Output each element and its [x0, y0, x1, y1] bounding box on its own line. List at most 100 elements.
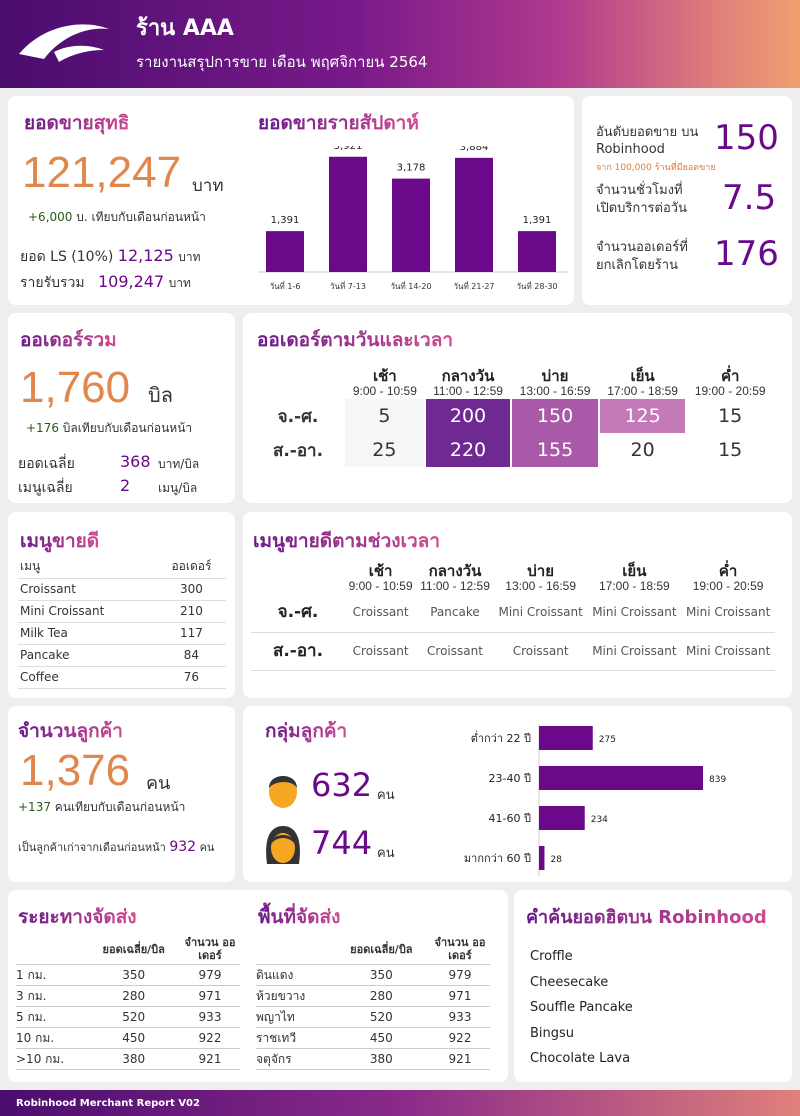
period-time: 11:00 - 12:59 [433, 384, 503, 398]
menu-by-time-card: เมนูขายดีตามช่วงเวลา เช้า 9:00 - 10:59 กลา… [243, 512, 792, 698]
menu-name: Croissant [18, 578, 157, 601]
search-term: Croffle [530, 949, 573, 964]
menu-avg-value: 2 [120, 476, 131, 495]
orders-cell: 933 [180, 1006, 240, 1028]
search-term: Bingsu [530, 1025, 575, 1041]
col-menu: เมนู [18, 556, 157, 579]
table-row: 3 กม. 280 971 [16, 985, 240, 1007]
shop-name: ร้าน AAA [136, 16, 234, 41]
age-bar [539, 846, 545, 870]
best-menu-title: เมนูขายดี [20, 526, 99, 556]
cancel-value: 176 [714, 234, 779, 274]
avg-value: 368 [120, 452, 151, 471]
customers-card: จำนวนลูกค้า 1,376 คน +137 คนเทียบกับเดือ… [8, 706, 235, 882]
menu-cell: Croissant [345, 594, 417, 633]
menu-name: Pancake [18, 644, 157, 667]
menu-cell: Croissant [416, 632, 494, 671]
heatmap-cell: 200 [424, 399, 513, 433]
row-label: ส.-อา. [251, 632, 345, 671]
avg-cell: 350 [332, 964, 430, 986]
age-value-label: 234 [591, 815, 608, 825]
period-header: ค่ำ 19:00 - 20:59 [681, 564, 775, 594]
period-time: 17:00 - 18:59 [599, 579, 670, 593]
bird-logo-icon [19, 24, 109, 62]
orders-cell: 979 [430, 964, 490, 986]
orders-unit: บิล [148, 383, 173, 407]
weekly-bar [329, 156, 367, 272]
best-menu-card: เมนูขายดี เมนู ออเดอร์ Croissant 300 Mini C… [8, 512, 235, 698]
orders-value: 1,760 [20, 363, 131, 412]
age-bar [539, 726, 593, 750]
customers-change-text: คนเทียบกับเดือนก่อนหน้า [54, 800, 186, 814]
table-row: ห้วยขวาง 280 971 [256, 985, 490, 1007]
x-tick-label: วันที่ 7-13 [330, 280, 366, 291]
female-unit: คน [377, 846, 395, 861]
avg-cell: 380 [87, 1048, 180, 1070]
avg-cell: 380 [332, 1048, 430, 1070]
income-value: 109,247 [97, 272, 165, 291]
menu-orders: 117 [156, 622, 226, 645]
table-row: Pancake 84 [18, 644, 226, 667]
heatmap-cell: 220 [424, 433, 513, 467]
row-label: 1 กม. [16, 964, 88, 986]
female-avatar-icon [266, 826, 300, 864]
net-sales-change: +6,000 [28, 210, 73, 224]
age-value-label: 275 [599, 735, 616, 745]
row-label: ห้วยขวาง [256, 985, 333, 1007]
period-name: กลางวัน [441, 367, 495, 385]
stats-card: อันดับยอดขาย บน Robinhood 150 จาก 100,00… [582, 96, 792, 305]
bar-label: 3,921 [334, 146, 363, 152]
weekly-bar [455, 157, 493, 272]
row-label: ราชเทวี [256, 1027, 333, 1049]
row-label: พญาไท [256, 1006, 333, 1028]
menu-name: Mini Croissant [18, 600, 157, 623]
orders-by-time-card: ออเดอร์ตามวันและเวลา เช้า 9:00 - 10:59 กลา… [243, 313, 792, 503]
groups-title: กลุ่มลูกค้า [265, 716, 347, 746]
age-bar [539, 766, 703, 790]
delivery-card: ระยะทางจัดส่ง ยอดเฉลี่ย/บิล จำนวน ออเดอร์… [8, 890, 508, 1082]
x-tick-label: วันที่ 21-27 [453, 280, 494, 291]
table-row: 5 กม. 520 933 [16, 1006, 240, 1028]
orders-cell: 971 [430, 985, 490, 1007]
female-count: 744 [311, 824, 373, 862]
period-name: ค่ำ [720, 367, 740, 385]
age-category-label: 23-40 ปี [489, 772, 531, 785]
distance-title: ระยะทางจัดส่ง [18, 902, 137, 932]
orders-by-time-title: ออเดอร์ตามวันและเวลา [257, 325, 453, 355]
menu-cell: Mini Croissant [587, 594, 682, 633]
col-orders: ออเดอร์ [156, 556, 226, 579]
period-time: 9:00 - 10:59 [348, 579, 413, 593]
row-label: ดินแดง [256, 964, 333, 986]
search-term: Cheesecake [530, 974, 609, 990]
ls-unit: บาท [178, 250, 201, 264]
net-sales-value: 121,247 [22, 148, 182, 197]
table-row: 1 กม. 350 979 [16, 964, 240, 986]
heatmap-cell: 15 [686, 433, 775, 467]
ls-label: ยอด LS (10%) [20, 249, 114, 265]
period-header: กลางวัน 11:00 - 12:59 [416, 564, 494, 594]
period-header: กลางวัน 11:00 - 12:59 [425, 369, 512, 399]
area-table: ยอดเฉลี่ย/บิล จำนวน ออเดอร์ ดินแดง 350 979 ห… [256, 936, 490, 1070]
table-row: พญาไท 520 933 [256, 1006, 490, 1028]
x-tick-label: วันที่ 28-30 [516, 280, 557, 291]
row-label: 5 กม. [16, 1006, 88, 1028]
table-row: จตุจักร 380 921 [256, 1048, 490, 1070]
weekly-bar [518, 231, 556, 272]
best-menu-table: เมนู ออเดอร์ Croissant 300 Mini Croissant 21… [18, 556, 226, 689]
orders-heatmap: เช้า 9:00 - 10:59 กลางวัน 11:00 - 12:59 บ่าย… [251, 369, 775, 467]
customers-title: จำนวนลูกค้า [18, 716, 123, 746]
period-header: บ่าย 13:00 - 16:59 [494, 564, 588, 594]
area-title: พื้นที่จัดส่ง [258, 902, 340, 932]
row-label: 10 กม. [16, 1027, 88, 1049]
heatmap-cell: 5 [345, 399, 426, 433]
customer-groups-card: กลุ่มลูกค้า 632 คน 744 คน ต่ำกว่า 22 ปี 2… [243, 706, 792, 882]
rank-note: จาก 100,000 ร้านที่มียอดขาย [596, 163, 716, 173]
period-time: 19:00 - 20:59 [694, 384, 766, 398]
menu-name: Coffee [18, 666, 157, 689]
avg-cell: 450 [332, 1027, 430, 1049]
menu-cell: Mini Croissant [681, 632, 775, 671]
hours-value: 7.5 [722, 178, 777, 218]
orders-cell: 921 [430, 1048, 490, 1070]
weekly-sales-chart: 1,391 วันที่ 1-6 3,921 วันที่ 7-13 3,178 วันท… [258, 146, 568, 291]
menu-avg-label: เมนูเฉลี่ย [18, 480, 73, 496]
